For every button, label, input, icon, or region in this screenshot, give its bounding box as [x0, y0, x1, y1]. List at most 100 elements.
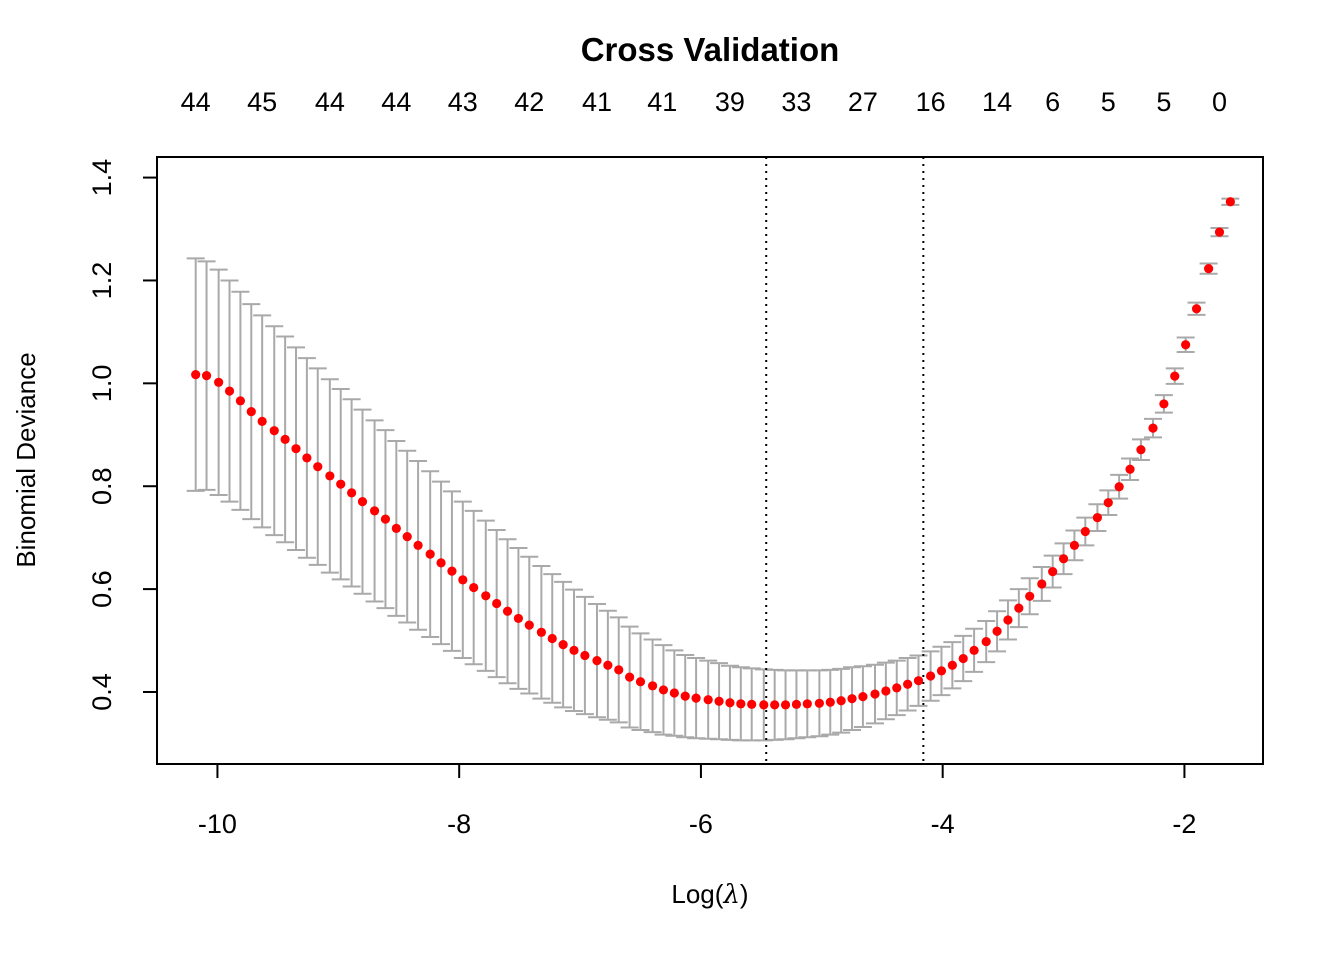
cv-point	[280, 434, 290, 445]
top-axis-label: 44	[181, 87, 211, 117]
cv-point	[736, 699, 746, 709]
cv-point	[224, 386, 235, 396]
top-axis-label: 44	[381, 87, 411, 117]
cv-point	[1025, 591, 1035, 601]
cv-point	[836, 696, 846, 706]
cv-point	[903, 679, 913, 689]
top-axis-label: 45	[247, 87, 277, 117]
cv-point	[347, 488, 357, 498]
cv-point	[458, 575, 468, 585]
top-axis-nonzero-counts: 44 45 44 44 43 42 41 41 39 33 27 16 14 6 5 5 0	[181, 87, 1227, 117]
cv-point	[1204, 264, 1214, 274]
top-axis-label: 41	[582, 87, 612, 117]
cv-point	[402, 532, 412, 542]
top-axis-label: 44	[315, 87, 345, 117]
x-tick-label: -2	[1172, 809, 1196, 839]
cv-point	[302, 453, 312, 463]
cv-point	[369, 506, 380, 516]
chart-title: Cross Validation	[581, 31, 840, 68]
cv-point	[759, 700, 769, 710]
cv-point	[592, 656, 602, 666]
y-tick-label: 0.8	[87, 467, 117, 505]
cv-point	[714, 696, 724, 706]
cv-point	[647, 681, 658, 691]
top-axis-label: 6	[1045, 87, 1060, 117]
cv-point	[725, 698, 735, 708]
cv-point	[413, 540, 423, 550]
cv-point	[958, 653, 968, 664]
x-tick-label: -6	[689, 809, 713, 839]
cv-point	[892, 683, 902, 693]
y-tick-label: 1.0	[87, 365, 117, 403]
x-tick-label: -8	[447, 809, 471, 839]
top-axis-label: 42	[514, 87, 544, 117]
cv-point	[357, 497, 368, 507]
cv-point	[257, 416, 267, 427]
cv-point	[814, 698, 824, 708]
cv-point	[669, 688, 679, 698]
cv-point	[325, 471, 335, 481]
x-axis-label-prefix: Log(	[671, 879, 723, 909]
top-axis-label: 33	[781, 87, 811, 117]
plot-frame	[156, 156, 1264, 765]
error-bars	[186, 197, 1240, 742]
cv-point	[214, 377, 224, 387]
cv-point	[703, 695, 713, 705]
y-axis-label: Binomial Deviance	[11, 352, 41, 567]
top-axis-label: 41	[647, 87, 677, 117]
cv-point	[246, 407, 256, 417]
cv-point	[191, 369, 201, 380]
y-tick-label: 1.2	[87, 262, 117, 300]
top-axis-label: 5	[1156, 87, 1171, 117]
cv-point	[291, 444, 301, 454]
cv-point	[992, 626, 1002, 636]
x-tick-label: -10	[198, 809, 237, 839]
y-tick-label: 0.6	[87, 570, 117, 608]
cv-point	[847, 694, 857, 704]
cv-point	[925, 671, 936, 681]
x-axis-label-suffix: )	[740, 879, 749, 909]
cv-point	[1069, 540, 1080, 550]
cv-point	[881, 686, 891, 696]
top-axis-label: 27	[848, 87, 878, 117]
cv-point	[235, 396, 246, 406]
cv-point	[536, 627, 546, 637]
y-tick-label: 1.4	[87, 159, 117, 197]
cv-point	[1214, 227, 1225, 237]
cv-point	[825, 697, 835, 707]
cv-point	[1125, 464, 1135, 474]
cv-point	[1080, 526, 1090, 537]
cv-point	[380, 514, 391, 524]
top-axis-label: 14	[982, 87, 1012, 117]
cv-point	[614, 665, 624, 675]
cv-point	[547, 633, 557, 644]
cv-point	[313, 462, 323, 472]
cv-point	[858, 692, 868, 702]
cv-point	[1048, 567, 1058, 577]
cv-point	[913, 676, 924, 686]
lambda-reference-lines	[765, 157, 925, 764]
cv-point	[336, 479, 346, 489]
cv-point	[1159, 399, 1169, 409]
cv-point	[1114, 482, 1124, 492]
cv-point	[680, 691, 690, 701]
x-axis: -10 -8 -6 -4 -2	[198, 763, 1196, 839]
cv-point	[969, 645, 979, 655]
cv-point	[981, 636, 991, 647]
top-axis-label: 16	[916, 87, 946, 117]
cv-point	[802, 699, 812, 709]
cv-point	[558, 640, 568, 650]
cv-point	[513, 613, 524, 624]
x-axis-label: Log(λ)	[671, 879, 748, 910]
top-axis-label: 0	[1212, 87, 1227, 117]
cv-point	[1092, 512, 1103, 523]
cv-point	[447, 566, 457, 576]
cv-point	[436, 558, 446, 568]
cv-point	[1103, 498, 1113, 508]
cv-point	[658, 685, 669, 695]
cv-point	[1191, 304, 1202, 314]
cv-point	[201, 371, 212, 381]
cv-point	[1225, 197, 1235, 207]
cv-point	[469, 582, 479, 593]
